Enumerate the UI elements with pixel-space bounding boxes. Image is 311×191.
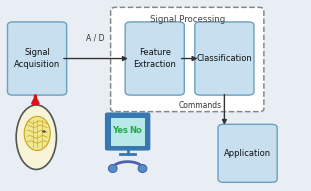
FancyBboxPatch shape [218, 124, 277, 182]
FancyBboxPatch shape [106, 113, 149, 150]
Text: Signal
Acquisition: Signal Acquisition [14, 49, 60, 69]
Text: Application: Application [224, 149, 271, 158]
FancyBboxPatch shape [111, 118, 145, 146]
Text: A / D: A / D [86, 33, 104, 42]
Text: Feature
Extraction: Feature Extraction [133, 49, 176, 69]
FancyBboxPatch shape [7, 22, 67, 95]
Ellipse shape [16, 105, 56, 169]
Text: Commands: Commands [178, 101, 221, 110]
Text: Classification: Classification [197, 54, 252, 63]
Ellipse shape [138, 164, 147, 172]
FancyBboxPatch shape [195, 22, 254, 95]
Ellipse shape [43, 131, 46, 132]
Ellipse shape [109, 164, 117, 172]
Text: Signal Processing: Signal Processing [150, 15, 225, 24]
Ellipse shape [24, 116, 50, 151]
FancyBboxPatch shape [111, 7, 264, 112]
Text: No: No [129, 126, 142, 135]
FancyBboxPatch shape [125, 22, 184, 95]
Text: Yes: Yes [112, 126, 128, 135]
